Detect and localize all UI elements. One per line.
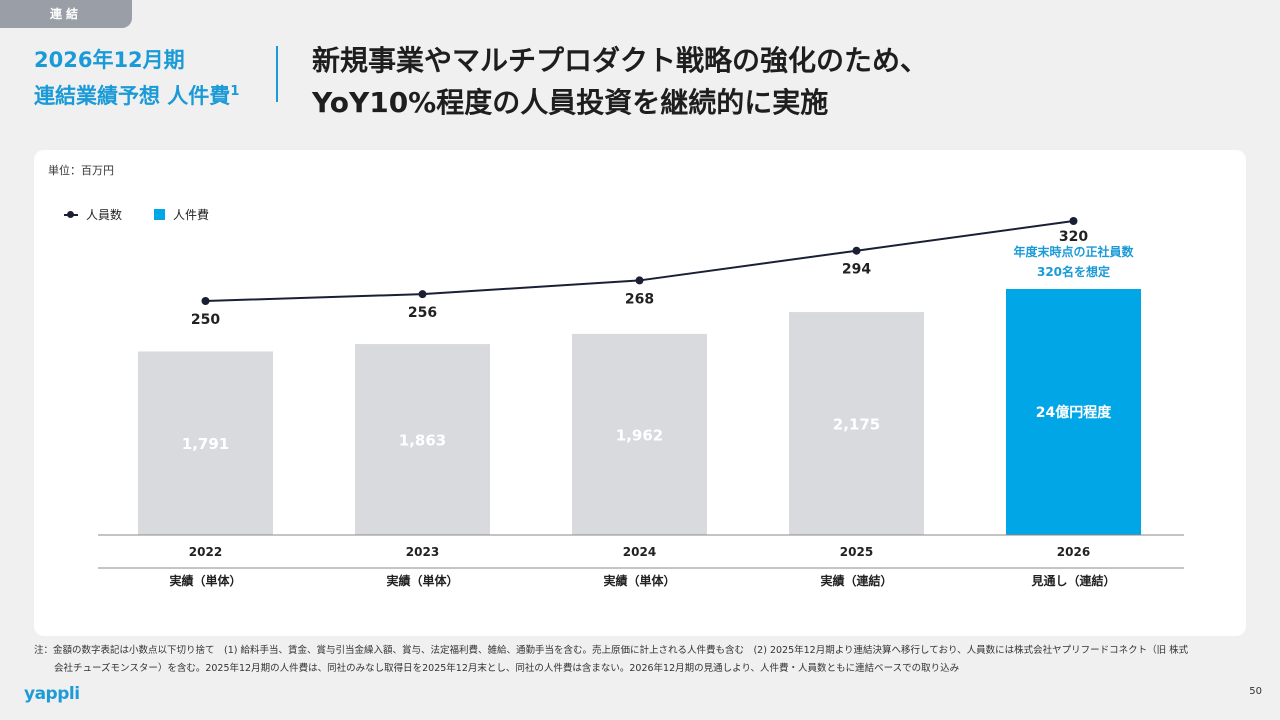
- bar-value-label: 24億円程度: [1036, 404, 1112, 421]
- combo-chart: 1,791 1,863 1,962 2,175 24億円程度 2022 実績（単体） 2023…: [98, 217, 1184, 588]
- footnote-line1: 注：金額の数字表記は小数点以下切り捨て (1) 給料手当、賃金、賞与引当金繰入額…: [34, 645, 1189, 656]
- x-tick-label: 2025: [840, 545, 873, 559]
- headcount-label: 250: [191, 312, 220, 328]
- x-tick-label: 2023: [406, 545, 439, 559]
- headcount-point: [418, 290, 427, 299]
- annotation-line2: 320名を想定: [1037, 264, 1110, 279]
- headcount-point: [635, 276, 644, 285]
- bar-2022: [138, 351, 273, 535]
- headcount-label: 320: [1059, 229, 1088, 245]
- headcount-point: [852, 246, 861, 255]
- headcount-label: 294: [842, 262, 871, 278]
- consolidated-tag: 連結: [0, 0, 132, 28]
- footnote-ref: 1: [230, 84, 240, 99]
- bar-value-label: 1,863: [399, 432, 446, 450]
- x-sub-label: 実績（単体）: [386, 573, 458, 588]
- headline-line1: 新規事業やマルチプロダクト戦略の強化のため、: [312, 44, 929, 77]
- page-number: 50: [1249, 686, 1262, 697]
- x-sub-label: 実績（単体）: [169, 573, 241, 588]
- x-tick-label: 2026: [1057, 545, 1090, 559]
- bar-2025: [789, 312, 924, 535]
- headcount-point: [1069, 217, 1078, 225]
- unit-label: 単位：百万円: [48, 164, 114, 177]
- period-line2: 連結業績予想 人件費1: [34, 84, 240, 108]
- period-line1: 2026年12月期: [34, 48, 185, 72]
- headline-line2: YoY10%程度の人員投資を継続的に実施: [312, 86, 829, 119]
- x-sub-label: 実績（連結）: [820, 573, 892, 588]
- bar-2023: [355, 344, 490, 535]
- bar-value-label: 2,175: [833, 416, 880, 434]
- bar-2026: [1006, 289, 1141, 535]
- bar-value-label: 1,962: [616, 426, 663, 444]
- headcount-line: [205, 220, 1074, 302]
- x-sub-label: 見通し（連結）: [1030, 573, 1115, 588]
- legend-cost: 人件費: [154, 206, 209, 223]
- legend-cost-label: 人件費: [173, 208, 210, 222]
- chart-panel: 単位：百万円 人員数 人件費 1,791 1,863 1,962 2,175 24億円程…: [34, 150, 1246, 636]
- bar-value-label: 1,791: [182, 435, 229, 453]
- annotation-line1: 年度末時点の正社員数: [1013, 244, 1134, 259]
- square-marker-icon: [154, 209, 166, 220]
- legend-headcount: 人員数: [64, 206, 122, 223]
- footnote-line2: 会社チューズモンスター）を含む。2025年12月期の人件費は、同社のみなし取得日…: [54, 663, 960, 674]
- legend-headcount-label: 人員数: [86, 208, 123, 222]
- line-marker-icon: [64, 210, 78, 218]
- headcount-label: 268: [625, 291, 654, 307]
- chart-legend: 人員数 人件費: [64, 206, 241, 223]
- headcount-label: 256: [408, 305, 437, 321]
- x-tick-label: 2024: [623, 545, 656, 559]
- headline: 新規事業やマルチプロダクト戦略の強化のため、 YoY10%程度の人員投資を継続的…: [312, 40, 928, 124]
- x-sub-label: 実績（単体）: [603, 573, 675, 588]
- yappli-logo: yappli: [24, 684, 80, 704]
- title-divider: [276, 46, 278, 102]
- footnote: 注：金額の数字表記は小数点以下切り捨て (1) 給料手当、賃金、賞与引当金繰入額…: [34, 642, 1250, 678]
- x-tick-label: 2022: [189, 545, 222, 559]
- headcount-point: [201, 297, 210, 305]
- period-title: 2026年12月期 連結業績予想 人件費1: [34, 44, 239, 112]
- bar-2024: [572, 333, 707, 535]
